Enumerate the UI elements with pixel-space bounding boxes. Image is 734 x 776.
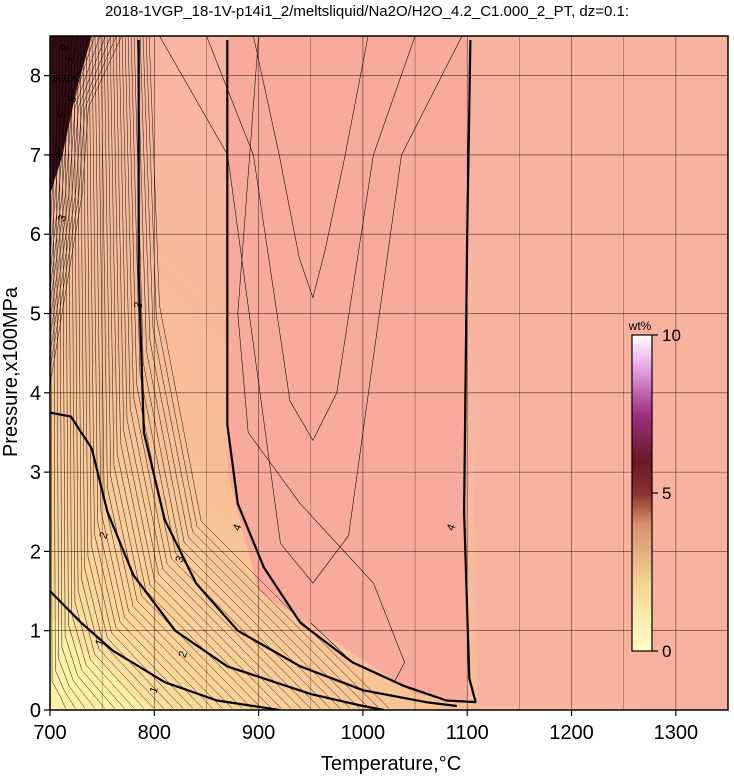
x-axis: 700 800 900 1000 1100 1200 1300 — [33, 710, 698, 744]
x-tick-label: 1300 — [654, 722, 699, 744]
y-tick-label: 6 — [30, 224, 41, 246]
x-tick-label: 1200 — [549, 722, 594, 744]
contour-thin — [50, 36, 66, 709]
contour-label: 4 — [62, 55, 75, 65]
contour-thin — [142, 36, 370, 709]
contour-steep — [50, 36, 106, 338]
x-tick-label: 1000 — [341, 722, 386, 744]
field-1wt — [50, 614, 155, 710]
contour-thin — [139, 36, 360, 709]
contour-u — [253, 36, 369, 298]
chart-title: 2018-1VGP_18-1V-p14i1_2/meltsliquid/Na2O… — [105, 3, 629, 20]
contour-steep — [50, 36, 117, 370]
x-tick-label: 800 — [138, 722, 171, 744]
contour-thin — [52, 36, 76, 709]
contour-label: 2 — [97, 531, 110, 541]
contour-thin — [118, 36, 292, 709]
contour-thin — [103, 36, 243, 709]
colorbar-label: wt% — [628, 319, 652, 333]
contour-label: 4 — [445, 523, 458, 533]
contour-4 — [226, 39, 477, 704]
contour-thin — [82, 36, 174, 709]
contour-label: 1 — [93, 638, 106, 648]
contour-thin — [97, 36, 223, 709]
contour-thin — [94, 36, 213, 709]
field-4wt — [227, 36, 468, 703]
colorbar-tick-label: 5 — [662, 484, 671, 503]
contour-thin — [136, 36, 350, 709]
contour-label: 2 — [177, 650, 190, 660]
contour-label: 3 — [132, 301, 145, 311]
y-axis: 0 1 2 3 4 5 6 7 8 — [30, 66, 50, 722]
contour-label: 4 — [52, 150, 65, 160]
contour-thin — [115, 36, 282, 709]
contour-thin — [61, 36, 105, 709]
contour-steep — [50, 36, 85, 274]
contour-thin — [58, 36, 96, 709]
contour-thin — [73, 36, 145, 709]
contour-label: 9 — [58, 43, 71, 53]
y-tick-label: 3 — [30, 462, 41, 484]
x-tick-label: 700 — [33, 722, 66, 744]
contour-thin — [100, 36, 233, 709]
colorbar-tick-label: 0 — [662, 642, 671, 661]
y-tick-label: 5 — [30, 304, 41, 326]
colorbar-ramp — [631, 334, 653, 652]
field-high-t — [467, 36, 728, 710]
contour-thin — [67, 36, 125, 709]
contour-label: 3 — [56, 213, 69, 223]
contour-thin — [70, 36, 135, 709]
contour-thin — [64, 36, 115, 709]
contour-steep — [50, 36, 112, 354]
y-tick-label: 8 — [30, 66, 41, 88]
contour-thin — [121, 36, 301, 709]
contour-label: 5 — [52, 75, 65, 85]
contour-thin — [91, 36, 203, 709]
y-tick-label: 4 — [30, 383, 41, 405]
contour-label: 8 — [66, 94, 79, 104]
contour-2 — [50, 411, 385, 710]
y-axis-label: Pressure,x100MPa — [0, 286, 22, 457]
colorbar-tick-label: 10 — [662, 326, 681, 345]
contour-thin — [106, 36, 252, 709]
contour-steep — [50, 36, 95, 306]
contour-thin — [130, 36, 331, 709]
contour-label: 7 — [70, 75, 83, 85]
contour-label: 3 — [174, 554, 187, 564]
contour-steep — [50, 36, 101, 322]
contour-steep — [50, 36, 79, 259]
contour-thin — [88, 36, 194, 709]
contour-thin — [124, 36, 311, 709]
plot-frame — [49, 35, 729, 711]
x-axis-label: Temperature,°C — [321, 753, 461, 775]
x-tick-label: 1100 — [446, 722, 489, 744]
contour-label: 5 — [56, 110, 69, 120]
contour-thin — [79, 36, 164, 709]
contour-steep — [50, 36, 74, 243]
y-tick-label: 1 — [30, 621, 41, 643]
contour-label: 6 — [62, 75, 75, 85]
contour-1 — [50, 590, 280, 710]
contour-thin — [145, 36, 380, 709]
contour-u — [206, 36, 416, 441]
contour-thin — [76, 36, 154, 709]
contour-steep — [50, 36, 123, 385]
contour-3 — [137, 40, 457, 708]
y-tick-label: 7 — [30, 145, 41, 167]
contour-label: 4 — [231, 523, 244, 533]
y-tick-label: 2 — [30, 541, 41, 563]
y-tick-label: 0 — [30, 700, 41, 722]
contour-thin — [55, 36, 86, 709]
colorbar: wt% 0 5 10 — [628, 319, 681, 661]
contour-thin — [112, 36, 272, 709]
contour-label: 1 — [148, 685, 161, 695]
x-tick-label: 900 — [242, 722, 275, 744]
contour-steep — [50, 36, 90, 290]
